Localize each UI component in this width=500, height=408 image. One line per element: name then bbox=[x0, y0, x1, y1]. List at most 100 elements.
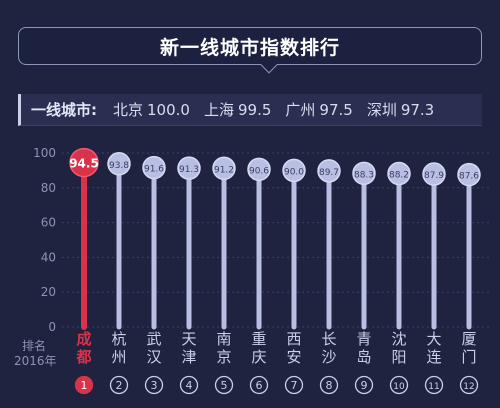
bar-head bbox=[212, 156, 236, 181]
category-label: 沙 bbox=[321, 348, 336, 366]
bar-head bbox=[247, 157, 271, 182]
rank-number: 2 bbox=[116, 379, 123, 392]
rank-badge bbox=[214, 375, 234, 395]
rank-badge bbox=[109, 375, 129, 395]
category-label: 天 bbox=[181, 330, 196, 348]
rank-number: 1 bbox=[81, 379, 88, 392]
rank-number: 7 bbox=[291, 379, 298, 392]
rank-year-label: 2016年 bbox=[14, 354, 57, 368]
category-label: 成 bbox=[76, 330, 91, 348]
rank-badge bbox=[284, 375, 304, 395]
category-label: 汉 bbox=[146, 348, 161, 366]
data-label: 90.6 bbox=[249, 166, 269, 176]
y-axis: 0 20 40 60 80 100 bbox=[33, 146, 56, 334]
data-label: 93.8 bbox=[109, 161, 129, 171]
data-label: 89.7 bbox=[319, 168, 339, 178]
rank-number: 11 bbox=[428, 382, 439, 392]
y-tick-label: 60 bbox=[41, 216, 56, 230]
grid-lines bbox=[62, 152, 490, 328]
category-label: 青 bbox=[356, 330, 371, 348]
data-label: 94.5 bbox=[69, 157, 99, 171]
y-tick-label: 0 bbox=[48, 320, 56, 334]
rank-badge bbox=[249, 375, 269, 395]
bar-head bbox=[387, 161, 411, 186]
data-label: 87.6 bbox=[459, 172, 479, 182]
bar-head bbox=[282, 158, 306, 183]
tier1-city-name: 深圳 bbox=[366, 101, 397, 119]
rank-number: 10 bbox=[393, 382, 405, 392]
data-label: 91.3 bbox=[179, 165, 199, 175]
category-label: 安 bbox=[286, 348, 301, 366]
rank-number: 12 bbox=[463, 382, 474, 392]
data-label: 91.6 bbox=[144, 165, 164, 175]
category-label: 南 bbox=[216, 330, 231, 348]
tier1-cities-bar: 一线城市: 北京 100.0 上海 99.5 广州 97.5 深圳 97.3 bbox=[18, 94, 482, 126]
bar-head bbox=[457, 162, 481, 187]
rank-badge bbox=[354, 375, 374, 395]
rank-number: 4 bbox=[186, 379, 193, 392]
rank-badge bbox=[424, 375, 444, 395]
category-label: 厦 bbox=[461, 330, 476, 348]
category-label: 州 bbox=[111, 348, 126, 366]
category-label: 阳 bbox=[391, 348, 406, 366]
category-label: 武 bbox=[146, 330, 161, 348]
x-axis: 成都 1 杭州 2 武汉 3 天津 4 南京 5 重庆 6 西安 7 长沙 8 青岛 9 沈阳 10 大连 11 厦门 12 bbox=[74, 330, 479, 395]
category-label: 重 bbox=[251, 330, 266, 348]
tier1-item: 深圳 97.3 bbox=[367, 99, 434, 120]
category-label: 西 bbox=[286, 330, 301, 348]
tier1-city-name: 北京 bbox=[113, 101, 144, 119]
bar-head bbox=[142, 155, 166, 180]
rank-number: 9 bbox=[361, 379, 368, 392]
rank-label: 排名 bbox=[22, 338, 46, 353]
category-label: 杭 bbox=[111, 330, 126, 348]
data-label: 88.2 bbox=[389, 171, 409, 181]
tier1-item: 北京 100.0 bbox=[113, 99, 190, 120]
rank-badge bbox=[459, 375, 479, 395]
bar-head bbox=[317, 159, 341, 183]
tier1-city-name: 上海 bbox=[203, 101, 234, 119]
category-label: 京 bbox=[216, 348, 231, 366]
data-label: 90.0 bbox=[284, 167, 304, 177]
tier1-item: 上海 99.5 bbox=[204, 99, 271, 120]
rank-badge bbox=[179, 375, 199, 395]
rank-number: 5 bbox=[221, 379, 228, 392]
page-title: 新一线城市指数排行 bbox=[159, 36, 340, 59]
tier1-item: 广州 97.5 bbox=[285, 99, 352, 120]
tier1-city-value: 100.0 bbox=[147, 101, 190, 119]
bar-head bbox=[69, 147, 99, 178]
bar-head bbox=[352, 161, 376, 186]
bar-head bbox=[107, 152, 131, 176]
category-label: 庆 bbox=[251, 348, 266, 366]
y-tick-label: 20 bbox=[41, 285, 56, 299]
y-tick-label: 80 bbox=[41, 181, 56, 195]
category-label: 大 bbox=[426, 330, 441, 348]
y-tick-label: 40 bbox=[41, 250, 56, 264]
rank-number: 3 bbox=[151, 379, 158, 392]
bar-head bbox=[422, 162, 446, 186]
tier1-label: 一线城市: bbox=[31, 101, 97, 119]
rank-badge bbox=[74, 375, 94, 395]
title-box: 新一线城市指数排行 bbox=[18, 27, 482, 74]
category-label: 门 bbox=[461, 348, 476, 366]
category-label: 沈 bbox=[391, 330, 406, 348]
bar-head bbox=[177, 156, 201, 180]
tier1-city-value: 97.5 bbox=[319, 101, 353, 119]
data-label: 91.2 bbox=[214, 165, 234, 175]
data-label: 88.3 bbox=[354, 170, 374, 180]
category-label: 都 bbox=[75, 348, 91, 366]
data-label: 87.9 bbox=[424, 171, 444, 181]
category-label: 岛 bbox=[356, 348, 371, 366]
bars: 94.5 93.8 91.6 91.3 91.2 90.6 90.0 89.7 88.3 88.2… bbox=[69, 147, 481, 330]
tier1-city-name: 广州 bbox=[285, 101, 316, 119]
tier1-city-value: 99.5 bbox=[237, 101, 272, 119]
y-tick-label: 100 bbox=[33, 146, 56, 160]
rank-badge bbox=[144, 375, 164, 395]
category-label: 长 bbox=[321, 330, 336, 348]
tier1-city-value: 97.3 bbox=[400, 101, 435, 119]
rank-badge bbox=[319, 375, 339, 395]
rank-badge bbox=[389, 375, 409, 395]
rank-number: 6 bbox=[256, 379, 263, 392]
category-label: 津 bbox=[181, 348, 196, 366]
rank-number: 8 bbox=[326, 379, 333, 392]
